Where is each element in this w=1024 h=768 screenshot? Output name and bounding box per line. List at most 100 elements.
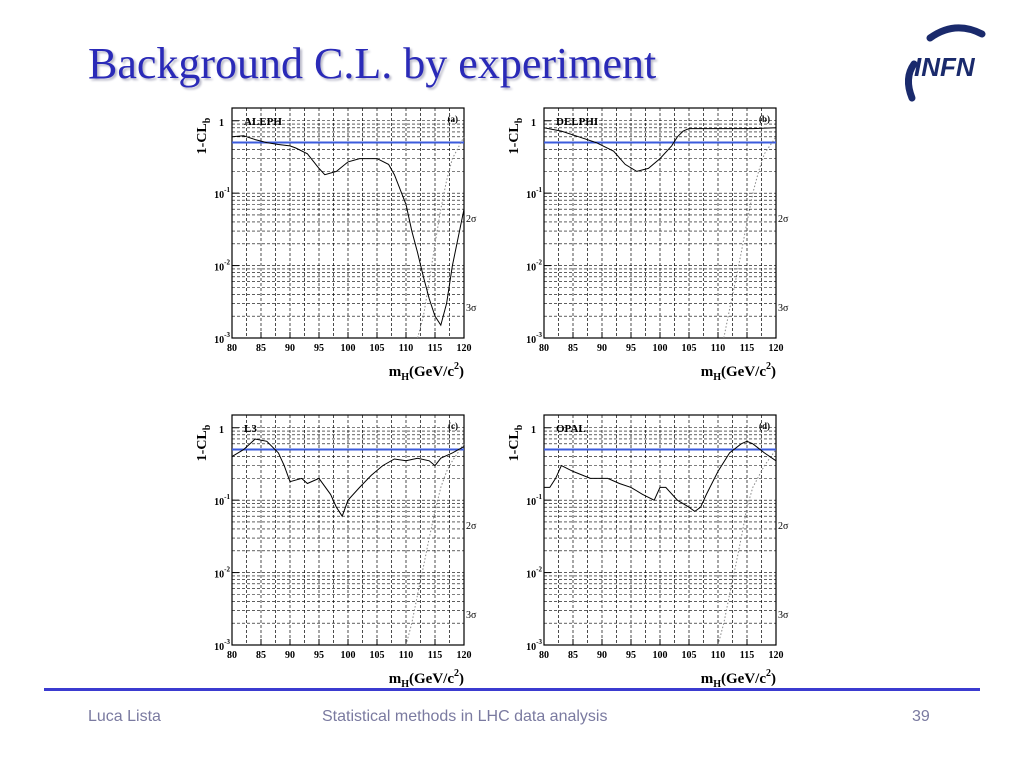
x-axis-title-part: m	[701, 671, 714, 687]
x-axis-title-part: H	[401, 679, 409, 690]
x-axis-title-part: )	[459, 671, 464, 687]
logo-arc-top	[926, 24, 986, 42]
y-tick-base: 10	[214, 642, 224, 653]
chart-panel-aleph: 80 85 90 95 100 105 110 115 120110-110-210-32σ3σ…	[195, 107, 477, 383]
y-tick-exponent: -3	[224, 638, 230, 646]
x-axis-title-part: 2	[454, 668, 459, 679]
x-tick-label: 120	[769, 650, 784, 661]
x-tick-label: 100	[341, 343, 356, 354]
x-axis-title-part: (GeV/c	[409, 671, 454, 687]
x-axis-title-part: m	[389, 671, 402, 687]
x-axis-title-part: H	[401, 372, 409, 383]
y-axis-title: 1-CLb	[195, 117, 213, 154]
y-tick-base: 1	[531, 118, 536, 129]
y-axis-title-subscript: b	[514, 117, 525, 123]
panel-tag: (a)	[448, 114, 459, 124]
y-tick-exponent: -2	[224, 566, 230, 574]
observed-curve	[231, 135, 465, 327]
x-axis-title-part: (GeV/c	[721, 364, 766, 380]
y-tick-exponent: -2	[536, 259, 542, 267]
x-tick-label: 100	[341, 650, 356, 661]
y-tick-exponent: -3	[536, 638, 542, 646]
expected-signal-curve	[717, 449, 777, 646]
y-tick-base: 10	[526, 570, 536, 581]
x-tick-label: 95	[314, 650, 324, 661]
y-tick-base: 10	[526, 190, 536, 201]
y-tick-label: 10-1	[214, 186, 230, 201]
x-axis-title-part: )	[771, 364, 776, 380]
y-tick-label: 10-1	[526, 493, 542, 508]
chart-panel-opal: 80 85 90 95 100 105 110 115 120110-110-210-32σ3σ…	[507, 414, 789, 690]
y-axis-title-main: 1-CL	[507, 430, 522, 461]
x-tick-label: 110	[711, 650, 725, 661]
y-tick-label: 10-3	[526, 331, 542, 346]
y-axis-title-subscript: b	[202, 424, 213, 430]
x-axis-title-part: )	[771, 671, 776, 687]
observed-curve	[543, 127, 777, 172]
y-tick-label: 10-3	[214, 638, 230, 653]
footer-course: Statistical methods in LHC data analysis	[322, 708, 608, 725]
sigma-label: 3σ	[466, 303, 477, 314]
y-tick-base: 10	[214, 263, 224, 274]
x-tick-label: 95	[626, 650, 636, 661]
x-axis-title: mH(GeV/c2)	[389, 668, 464, 690]
x-tick-label: 95	[626, 343, 636, 354]
y-tick-exponent: -2	[224, 259, 230, 267]
y-tick-label: 1	[219, 425, 224, 436]
sigma-label: 2σ	[778, 521, 789, 532]
expected-signal-curve	[417, 136, 465, 339]
sigma-label: 3σ	[466, 610, 477, 621]
y-axis-title-main: 1-CL	[195, 430, 210, 461]
x-tick-label: 85	[568, 650, 578, 661]
y-tick-base: 10	[526, 335, 536, 346]
footer-author: Luca Lista	[88, 708, 161, 725]
x-tick-label: 95	[314, 343, 324, 354]
panel-tag: (d)	[759, 421, 770, 431]
y-axis-title: 1-CLb	[507, 117, 525, 154]
experiment-label: DELPHI	[556, 116, 598, 128]
x-axis-title-part: (GeV/c	[721, 671, 766, 687]
panel-tag: (c)	[448, 421, 458, 431]
x-tick-label: 110	[399, 650, 413, 661]
x-tick-label: 80	[539, 650, 549, 661]
x-tick-label: 80	[539, 343, 549, 354]
x-tick-label: 90	[285, 650, 295, 661]
x-axis-title-part: )	[459, 364, 464, 380]
sigma-label: 3σ	[778, 610, 789, 621]
sigma-label: 2σ	[466, 521, 477, 532]
y-axis-title: 1-CLb	[507, 424, 525, 461]
x-tick-label: 90	[285, 343, 295, 354]
experiment-label: L3	[244, 423, 257, 435]
x-tick-label: 100	[653, 343, 668, 354]
panel-tag: (b)	[759, 114, 770, 124]
x-tick-label: 115	[428, 650, 442, 661]
expected-signal-curve	[405, 443, 465, 646]
sigma-label: 3σ	[778, 303, 789, 314]
chart-panel-delphi: 80 85 90 95 100 105 110 115 120110-110-210-32σ3σ…	[507, 107, 789, 383]
x-tick-label: 85	[256, 650, 266, 661]
y-tick-exponent: -1	[224, 186, 230, 194]
y-tick-label: 10-2	[214, 259, 230, 274]
x-tick-label: 110	[711, 343, 725, 354]
x-tick-label: 90	[597, 343, 607, 354]
x-tick-label: 80	[227, 650, 237, 661]
sigma-label: 2σ	[778, 214, 789, 225]
x-tick-label: 85	[568, 343, 578, 354]
y-tick-base: 10	[526, 497, 536, 508]
y-tick-base: 10	[526, 263, 536, 274]
x-axis-title: mH(GeV/c2)	[701, 668, 776, 690]
y-tick-exponent: -1	[224, 493, 230, 501]
y-tick-label: 10-1	[526, 186, 542, 201]
expected-signal-curve	[723, 136, 777, 339]
y-axis-title: 1-CLb	[195, 424, 213, 461]
y-axis-title-subscript: b	[202, 117, 213, 123]
x-tick-label: 100	[653, 650, 668, 661]
y-tick-label: 10-3	[214, 331, 230, 346]
y-tick-label: 1	[531, 425, 536, 436]
infn-logo: INFN	[905, 24, 986, 102]
x-tick-label: 105	[682, 650, 697, 661]
x-axis-title-part: H	[713, 679, 721, 690]
y-tick-base: 1	[531, 425, 536, 436]
y-axis-title-main: 1-CL	[507, 123, 522, 154]
